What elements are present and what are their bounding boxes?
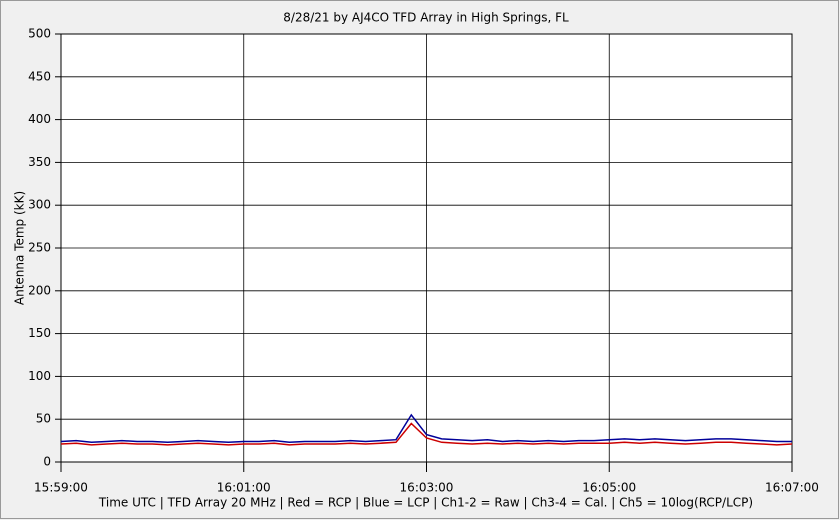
series-line: [60, 413, 792, 444]
y-tick-label: 500: [28, 27, 51, 41]
y-tick-label: 50: [36, 412, 51, 426]
x-tick-label: 16:03:00: [400, 481, 454, 495]
y-axis-label: Antenna Temp (kK): [13, 191, 27, 305]
y-tick-label: 350: [28, 155, 51, 169]
y-tick-label: 150: [28, 326, 51, 340]
y-tick-label: 400: [28, 112, 51, 126]
x-tick-label: 16:01:00: [217, 481, 271, 495]
chart-title: 8/28/21 by AJ4CO TFD Array in High Sprin…: [283, 11, 569, 25]
x-tick-label: 16:05:00: [582, 481, 636, 495]
y-tick-label: 200: [28, 283, 51, 297]
x-axis-label: Time UTC | TFD Array 20 MHz | Red = RCP …: [98, 496, 753, 510]
y-tick-label: 0: [43, 455, 51, 469]
x-tick-label: 15:59:00: [34, 481, 88, 495]
y-tick-label: 100: [28, 369, 51, 383]
y-tick-label: 450: [28, 69, 51, 83]
series-line: [60, 422, 793, 446]
y-tick-label: 300: [28, 198, 51, 212]
y-tick-label: 250: [28, 241, 51, 255]
x-tick-label: 16:07:00: [765, 481, 819, 495]
